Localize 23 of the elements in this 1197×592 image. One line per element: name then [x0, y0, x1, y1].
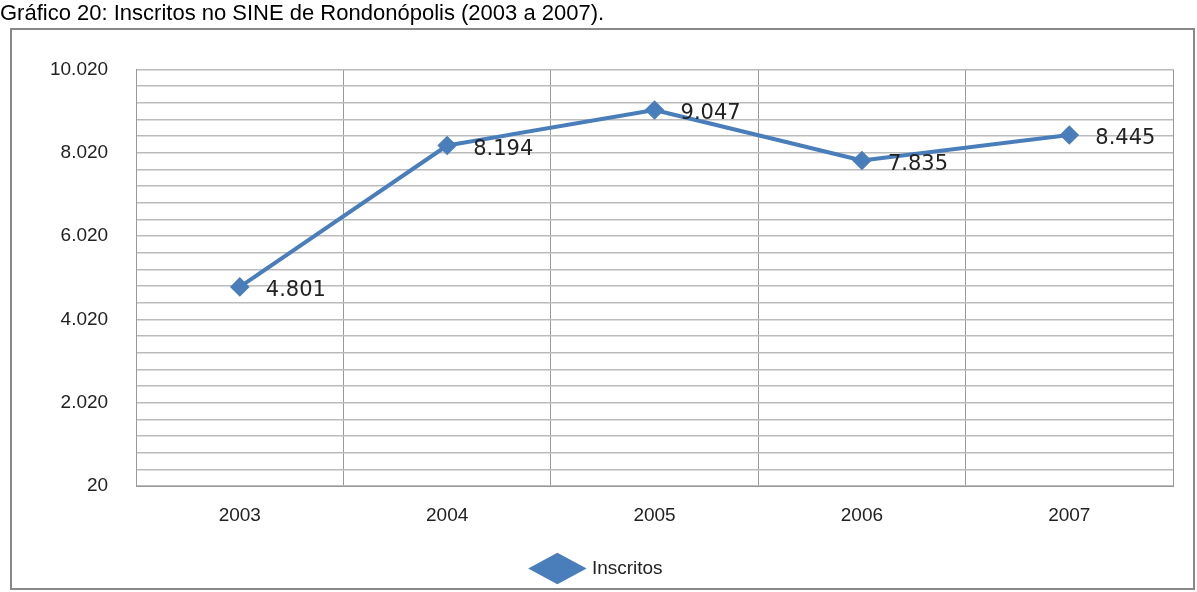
chart-title: Gráfico 20: Inscritos no SINE de Rondonópolis (2003 a 2007).	[0, 0, 605, 26]
point	[438, 136, 457, 155]
data-label: 8.445	[1095, 125, 1156, 150]
x-tick-label: 2003	[218, 503, 261, 525]
x-tick-label: 2005	[633, 503, 676, 525]
point	[645, 100, 664, 119]
legend-label: Inscritos	[591, 556, 663, 578]
x-tick-label: 2007	[1048, 503, 1091, 525]
point	[230, 277, 249, 296]
point	[852, 151, 871, 170]
point	[1060, 126, 1079, 145]
data-label: 9.047	[680, 100, 741, 125]
y-tick-label: 6.020	[60, 224, 109, 246]
x-tick-label: 2004	[426, 503, 469, 525]
y-tick-label: 2.020	[60, 391, 109, 413]
y-tick-label: 8.020	[60, 140, 109, 162]
data-label: 4.801	[265, 277, 326, 302]
data-label: 8.194	[473, 135, 534, 160]
y-tick-label: 20	[86, 474, 109, 496]
y-tick-label: 10.020	[49, 57, 109, 79]
x-tick-label: 2006	[840, 503, 884, 525]
data-label: 7.835	[887, 150, 949, 175]
y-tick-label: 4.020	[60, 307, 109, 329]
